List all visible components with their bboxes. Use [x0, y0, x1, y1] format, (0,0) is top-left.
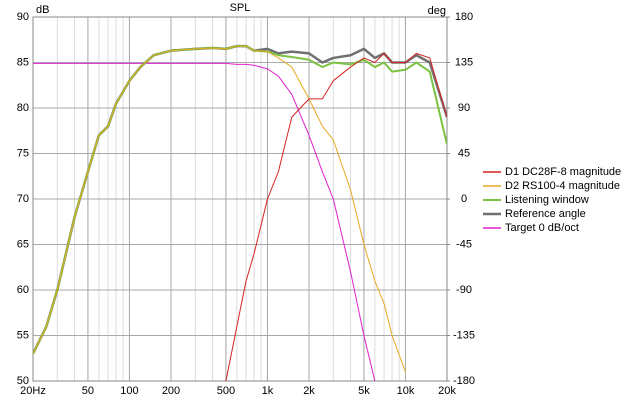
y2-tick-label: -135	[453, 329, 475, 341]
y-tick-label: 55	[17, 329, 29, 341]
series-line	[33, 45, 406, 373]
series-layer	[33, 44, 447, 381]
y2-tick-label: -180	[453, 375, 475, 387]
x-tick-label: 20Hz	[20, 385, 46, 397]
y-tick-label: 60	[17, 284, 29, 296]
series-line	[33, 62, 376, 381]
chart-title: SPL	[230, 2, 251, 14]
legend-label: Reference angle	[505, 208, 586, 220]
x-tick-label: 5k	[358, 385, 370, 397]
y-tick-label: 90	[17, 11, 29, 23]
y2-tick-label: 180	[455, 11, 473, 23]
legend-label: Listening window	[505, 194, 589, 206]
plot-border	[32, 16, 448, 382]
y-tick-label: 50	[17, 375, 29, 387]
y2-tick-label: -90	[456, 284, 472, 296]
y2-axis-label: deg	[428, 5, 446, 17]
x-tick-label: 20k	[438, 385, 456, 397]
x-tick-label: 10k	[397, 385, 415, 397]
series-line	[225, 52, 447, 381]
x-tick-label: 500	[217, 385, 235, 397]
y-tick-label: 80	[17, 102, 29, 114]
y-tick-label: 75	[17, 147, 29, 159]
y-tick-label: 85	[17, 56, 29, 68]
x-tick-label: 100	[120, 385, 138, 397]
y2-tick-label: 90	[458, 102, 470, 114]
y-tick-label: 65	[17, 238, 29, 250]
y-tick-label: 70	[17, 193, 29, 205]
legend-label: D1 DC28F-8 magnitude	[505, 166, 621, 178]
y-axis-label: dB	[36, 4, 49, 16]
x-tick-label: 1k	[262, 385, 274, 397]
y2-tick-label: 135	[455, 56, 473, 68]
y2-tick-label: 45	[458, 147, 470, 159]
x-tick-label: 50	[82, 385, 94, 397]
y2-tick-label: -45	[456, 238, 472, 250]
x-tick-label: 200	[162, 385, 180, 397]
legend-label: D2 RS100-4 magnitude	[505, 180, 620, 192]
x-tick-label: 2k	[303, 385, 315, 397]
legend-label: Target 0 dB/oct	[505, 222, 579, 234]
y2-tick-label: 0	[461, 193, 467, 205]
